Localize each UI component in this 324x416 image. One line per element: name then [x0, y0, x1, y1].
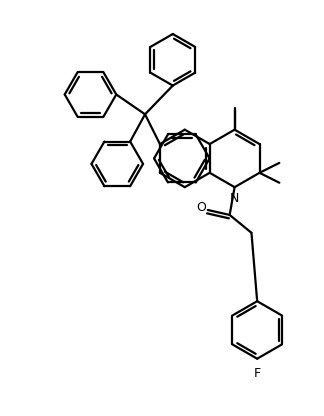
Text: F: F: [254, 366, 261, 380]
Text: N: N: [230, 192, 239, 205]
Text: O: O: [196, 201, 206, 215]
